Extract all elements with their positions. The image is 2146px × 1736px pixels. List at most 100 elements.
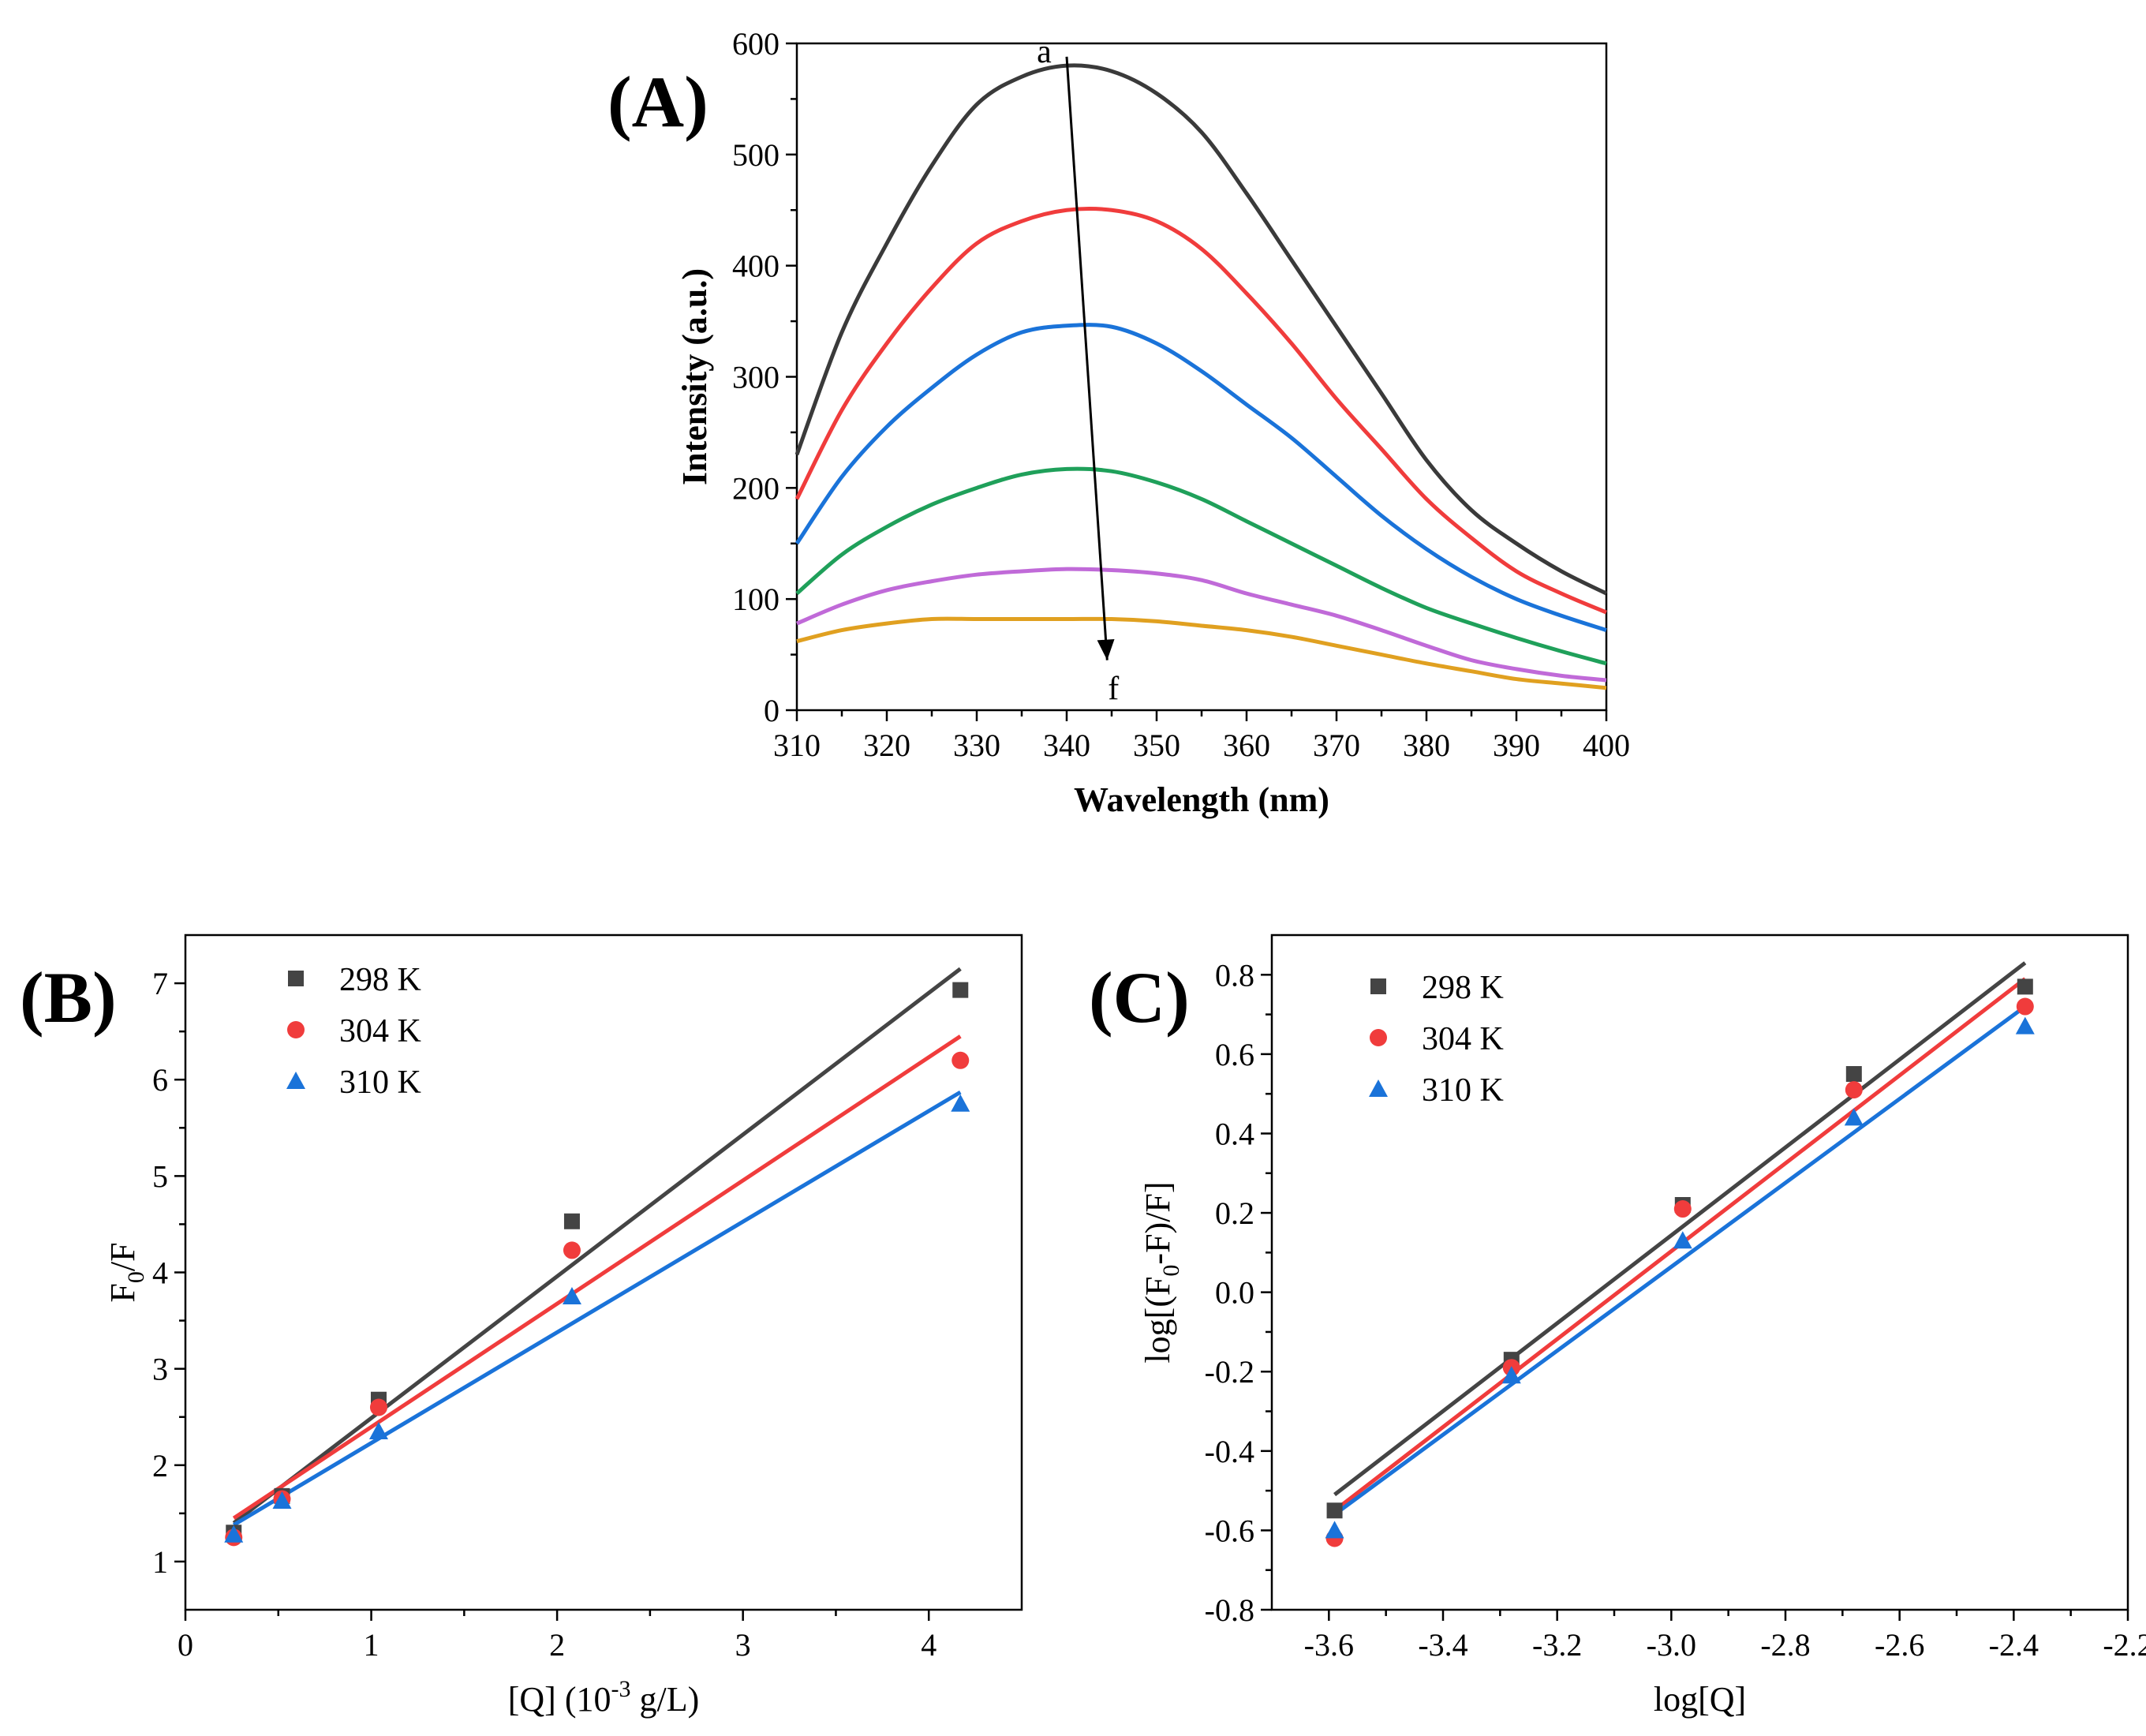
y-axis-title: Intensity (a.u.) [675,268,714,485]
x-tick-label: -2.8 [1760,1627,1810,1663]
data-point-298-K [1845,1066,1862,1083]
legend-marker [1370,978,1386,994]
y-axis-title-part: -F)/F] [1138,1181,1177,1264]
y-tick-label: 2 [152,1448,168,1483]
x-axis-title-sup: -3 [611,1676,630,1702]
x-axis-title-part: g/L) [630,1680,699,1719]
y-tick-label: 600 [732,26,780,62]
data-point-304-K [369,1398,387,1416]
data-point-310-K [1501,1366,1521,1384]
x-tick-label: 400 [1583,728,1630,763]
chart-panel-3: (C) -3.6 -3.4 -3.2 -3.0 -2.8 -2.6 -2.4 -2.2 -0.8 -… [1089,933,2146,1719]
x-tick-label: 370 [1313,728,1360,763]
x-tick-label: 380 [1403,728,1450,763]
y-axis-title-sub: 0 [1158,1265,1184,1277]
panel-label: (B) [20,957,117,1038]
x-tick-label: -3.6 [1304,1627,1354,1663]
legend-marker [286,1072,305,1089]
series-line-d [795,466,1607,666]
y-tick-label: 1 [152,1544,168,1580]
legend-label: 298 K [1422,970,1504,1006]
data-point-298-K [1326,1502,1343,1519]
y-tick-label: 500 [732,137,780,173]
plot-frame [1270,933,2129,1611]
data-point-310-K [951,1094,970,1112]
legend-label: 310 K [1422,1072,1504,1109]
y-axis-title-part: F [103,1283,142,1302]
y-axis-title-part: log[(F [1138,1277,1177,1364]
x-tick-label: 3 [735,1627,751,1663]
y-tick-label: 0.0 [1215,1275,1254,1311]
series-line-b [794,206,1607,615]
data-point-298-K [2017,978,2033,995]
x-tick-label: 320 [863,728,910,763]
legend-marker [1370,1029,1387,1046]
legend-marker [288,971,304,986]
x-axis-title-part: [Q] (10 [508,1680,611,1719]
fit-line-310-K [1333,1005,2027,1517]
data-point-298-K [952,982,969,998]
y-tick-label: -0.8 [1205,1592,1254,1628]
y-tick-label: -0.4 [1205,1434,1254,1469]
x-tick-label: 4 [921,1627,937,1663]
y-tick-label: 100 [732,582,780,617]
data-point-304-K [563,1241,581,1259]
x-tick-label: 330 [953,728,1000,763]
y-tick-label: 0.8 [1215,957,1254,993]
data-point-310-K [1673,1231,1692,1249]
legend-marker [287,1021,305,1038]
legend-label: 304 K [1422,1021,1504,1057]
data-point-310-K [224,1525,244,1543]
y-tick-label: 400 [732,249,780,284]
x-tick-label: 350 [1133,728,1180,763]
data-point-298-K [563,1213,580,1229]
x-tick-label: 390 [1493,728,1540,763]
y-tick-label: 0 [764,693,780,728]
arrow-head [1097,638,1115,660]
data-point-310-K [272,1491,292,1509]
series-line-a [794,63,1608,596]
legend-label: 304 K [339,1013,421,1049]
data-point-310-K [2015,1016,2035,1034]
panel-label: (A) [608,62,708,142]
x-tick-label: 310 [773,728,821,763]
x-axis-title: Wavelength (nm) [1074,780,1329,819]
y-tick-label: 5 [152,1158,168,1194]
y-tick-label: 0.2 [1215,1195,1254,1231]
data-point-304-K [1845,1081,1863,1099]
x-tick-label: 340 [1043,728,1090,763]
plot-frame [795,42,1608,712]
data-point-304-K [951,1051,970,1069]
y-tick-label: 200 [732,470,780,506]
series-line-f [796,616,1607,690]
x-tick-label: 2 [549,1627,565,1663]
x-tick-label: 0 [178,1627,193,1663]
data-point-310-K [562,1287,581,1305]
arrow-line [1065,56,1109,660]
chart-panel-1: (A) 310 320 330 340 350 360 370 380 390 400 0 100 200… [608,26,1630,819]
x-tick-label: 360 [1223,728,1270,763]
y-tick-label: 3 [152,1352,168,1387]
fit-line-310-K [232,1090,962,1527]
x-tick-label: -3.4 [1418,1627,1467,1663]
x-axis-title: [Q] (10-3 g/L) [508,1676,700,1719]
x-axis-title: log[Q] [1654,1680,1746,1719]
y-tick-label: 300 [732,360,780,395]
x-tick-label: -3.2 [1532,1627,1582,1663]
fit-line-304-K [232,1034,962,1521]
y-axis-title: F0/F [103,1242,149,1302]
data-point-310-K [1325,1521,1344,1539]
y-tick-label: 7 [152,966,168,1001]
legend-label: 298 K [339,962,421,998]
fit-line-298-K [1333,961,2027,1497]
data-point-304-K [2016,997,2034,1016]
x-tick-label: -2.6 [1875,1627,1924,1663]
y-tick-label: -0.2 [1205,1354,1254,1390]
y-tick-label: 6 [152,1062,168,1098]
series-line-c [794,323,1607,632]
x-tick-label: -2.4 [1989,1627,2039,1663]
data-point-310-K [368,1422,388,1440]
fit-line-298-K [232,967,962,1525]
